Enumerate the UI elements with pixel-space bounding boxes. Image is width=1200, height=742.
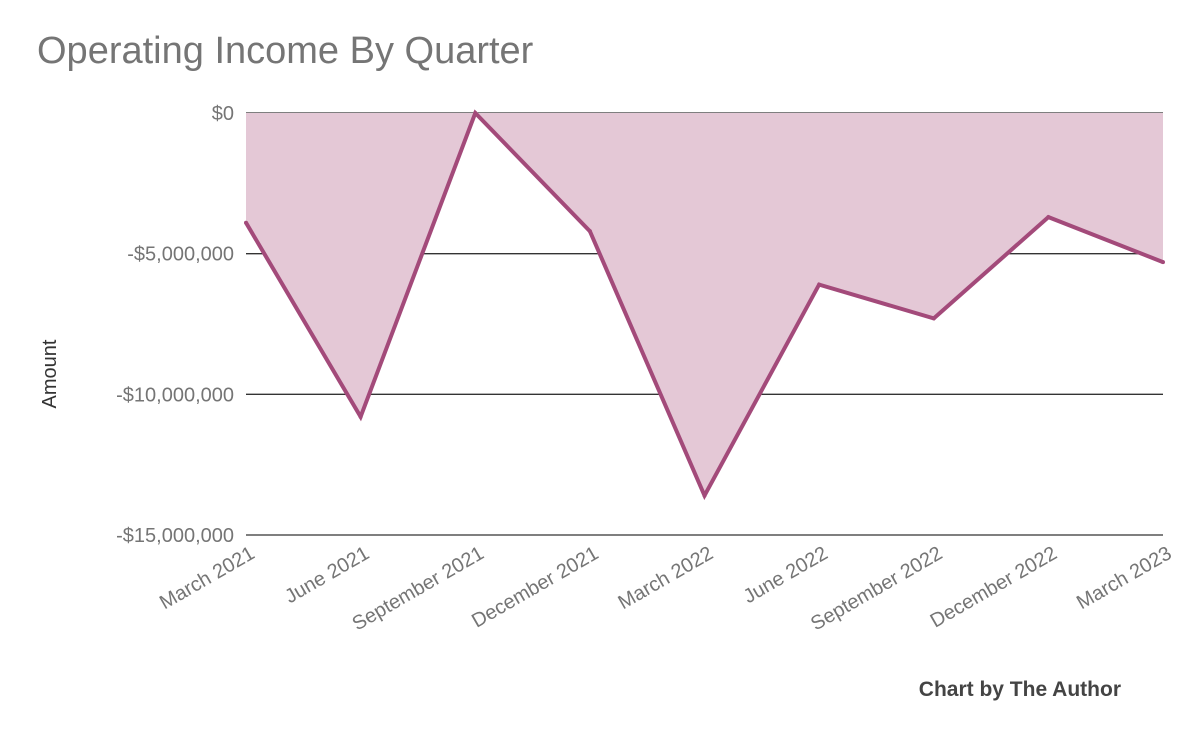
y-axis-ticks: $0 -$5,000,000 -$10,000,000 -$15,000,000 [116, 103, 234, 547]
y-axis-label: Amount [39, 339, 61, 408]
data-point [1161, 260, 1165, 265]
data-point [244, 220, 248, 225]
data-points [244, 111, 1165, 498]
y-tick-label: -$15,000,000 [116, 525, 234, 547]
data-point [931, 316, 936, 321]
data-point [587, 229, 592, 234]
x-tick-label: March 2021 [156, 542, 258, 614]
x-tick-label: March 2022 [615, 542, 717, 614]
chart-credit: Chart by The Author [918, 678, 1121, 701]
x-tick-label: December 2021 [468, 542, 602, 632]
chart-title: Operating Income By Quarter [37, 30, 534, 72]
data-point [358, 414, 363, 419]
x-tick-label: June 2021 [281, 542, 373, 608]
y-tick-label: -$10,000,000 [116, 384, 234, 406]
y-tick-label: $0 [212, 103, 234, 125]
y-tick-label: -$5,000,000 [127, 244, 234, 266]
x-tick-label: June 2022 [740, 542, 832, 608]
data-point [1046, 215, 1051, 220]
area-fill [246, 113, 1163, 496]
data-point [473, 111, 478, 115]
x-tick-label: March 2023 [1073, 542, 1175, 614]
data-point [817, 282, 822, 287]
x-tick-label: December 2022 [927, 542, 1061, 632]
data-point [702, 493, 707, 498]
